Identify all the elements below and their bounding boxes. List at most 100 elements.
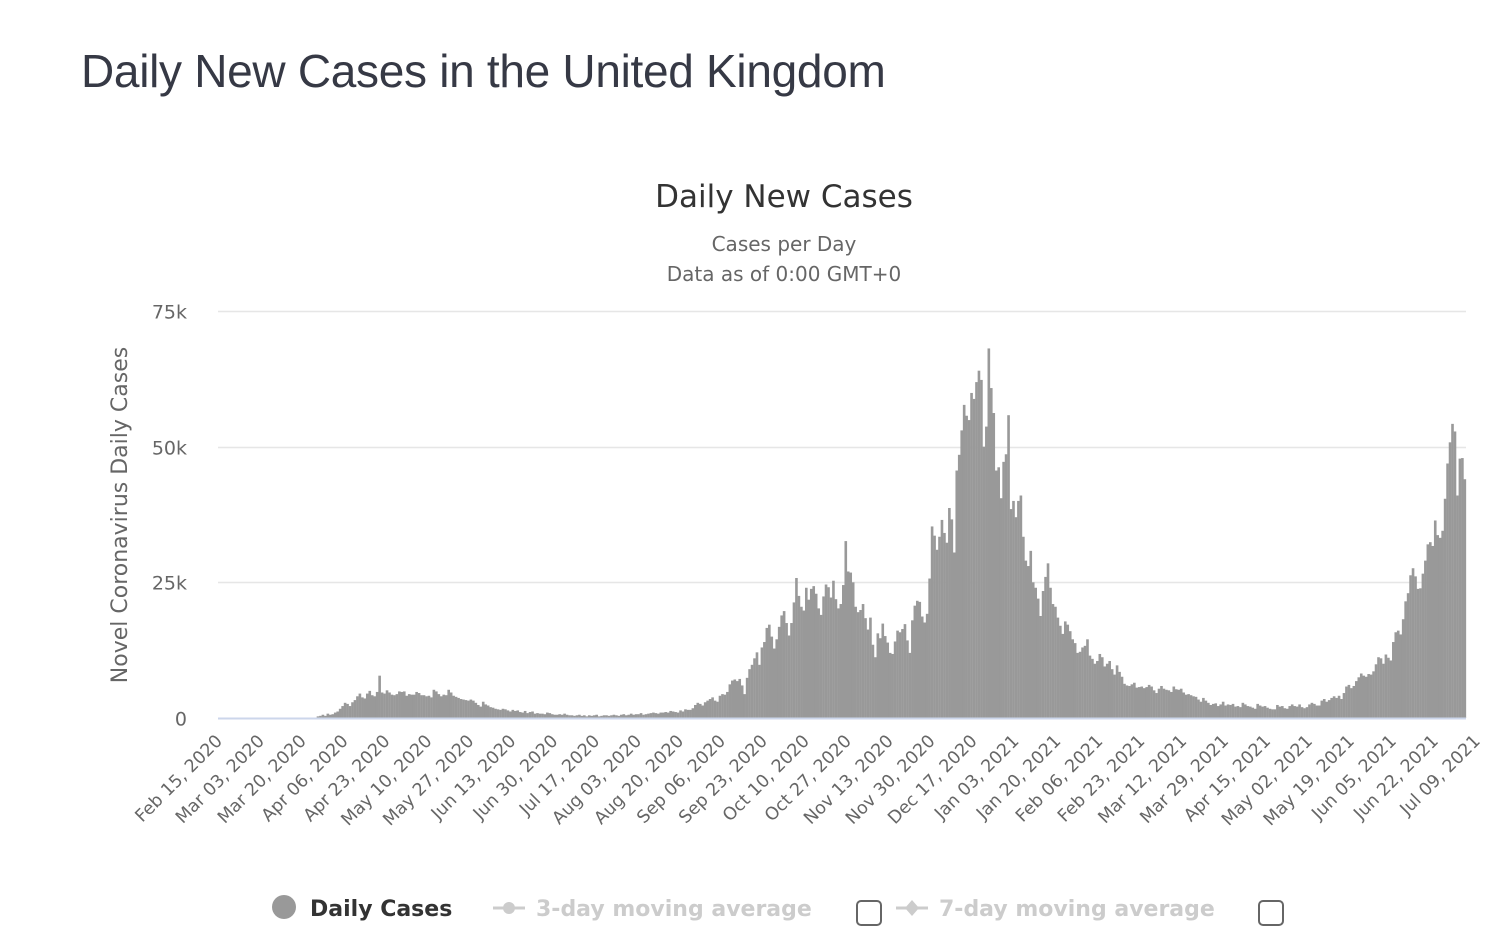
bar[interactable] [1110,669,1114,718]
bar[interactable] [812,586,816,718]
bar[interactable] [671,711,675,718]
legend-item-daily-cases[interactable]: Daily Cases [272,895,452,922]
bar[interactable] [689,709,692,718]
bar[interactable] [686,709,690,718]
bar[interactable] [1273,709,1277,718]
bar[interactable] [1120,676,1124,718]
bar[interactable] [1387,657,1390,718]
bar[interactable] [634,714,638,718]
bar[interactable] [928,578,931,718]
bar[interactable] [701,705,705,718]
bar[interactable] [1179,688,1183,718]
bar[interactable] [824,584,828,719]
bar[interactable] [587,715,591,718]
bar[interactable] [602,715,606,718]
bar[interactable] [800,606,803,718]
bar[interactable] [1394,632,1398,718]
bar[interactable] [1155,693,1158,718]
bar[interactable] [1372,671,1375,718]
bar[interactable] [960,430,964,718]
checkbox-7-day-moving-average[interactable] [1258,900,1284,926]
bar[interactable] [893,641,897,718]
bar[interactable] [765,627,769,718]
bar[interactable] [1401,619,1405,718]
bar[interactable] [597,716,601,718]
bar[interactable] [400,691,404,718]
bar[interactable] [827,587,830,718]
bar[interactable] [1392,642,1395,718]
bar[interactable] [822,596,825,718]
bar[interactable] [948,507,951,718]
bar[interactable] [1411,568,1415,718]
bar[interactable] [1187,694,1190,718]
bar[interactable] [536,713,539,718]
bar[interactable] [1429,542,1432,718]
bar[interactable] [760,647,764,718]
bar[interactable] [632,714,635,718]
bar[interactable] [333,712,337,718]
bar[interactable] [768,624,771,718]
bar[interactable] [1096,661,1099,718]
bar[interactable] [1421,573,1425,718]
bar[interactable] [439,696,443,718]
bar[interactable] [343,702,347,718]
legend-item-3-day-moving-average[interactable]: 3-day moving average [493,897,812,922]
bar[interactable] [1118,671,1121,718]
bar[interactable] [920,616,924,718]
bar[interactable] [1345,686,1348,718]
bar[interactable] [351,702,354,718]
bar[interactable] [834,599,838,718]
bar[interactable] [1377,657,1380,718]
bar[interactable] [513,710,517,718]
bar[interactable] [913,605,917,718]
bar[interactable] [652,712,655,718]
bar[interactable] [785,623,788,718]
bar[interactable] [346,703,349,718]
bar[interactable] [802,610,806,718]
bar[interactable] [1125,685,1129,718]
bar[interactable] [504,709,507,718]
bar[interactable] [459,699,463,718]
bar[interactable] [1029,550,1033,718]
bar[interactable] [664,712,668,718]
bar[interactable] [945,542,949,718]
bar[interactable] [1133,682,1136,718]
bar[interactable] [716,701,719,718]
bar[interactable] [1142,688,1146,718]
bar[interactable] [555,714,559,718]
bar[interactable] [780,615,783,718]
bar[interactable] [467,700,470,718]
bar[interactable] [356,696,359,718]
bar[interactable] [444,695,448,718]
bar[interactable] [1088,655,1092,718]
bar[interactable] [713,700,717,718]
bar[interactable] [1241,702,1245,718]
bar[interactable] [639,713,643,718]
bar[interactable] [851,582,855,718]
bar[interactable] [886,642,890,718]
bar[interactable] [1416,588,1420,718]
bar[interactable] [563,713,566,718]
bar[interactable] [994,470,998,718]
bar[interactable] [1367,674,1370,718]
bar[interactable] [1204,700,1208,718]
bar[interactable] [402,691,406,718]
bar[interactable] [590,715,594,718]
bar[interactable] [373,696,376,718]
bar[interactable] [1226,704,1230,718]
bar[interactable] [1004,454,1008,718]
bar[interactable] [1347,684,1351,718]
bar[interactable] [486,705,490,718]
bar[interactable] [659,712,663,718]
bar[interactable] [750,664,754,718]
bar[interactable] [1424,560,1427,718]
bar[interactable] [743,694,746,718]
bar[interactable] [1197,699,1200,718]
bar[interactable] [417,693,421,718]
bar[interactable] [817,608,820,718]
bar[interactable] [1261,706,1264,718]
bar[interactable] [666,712,670,718]
bar[interactable] [1026,566,1030,718]
bar[interactable] [1461,458,1464,718]
bar[interactable] [753,658,756,718]
